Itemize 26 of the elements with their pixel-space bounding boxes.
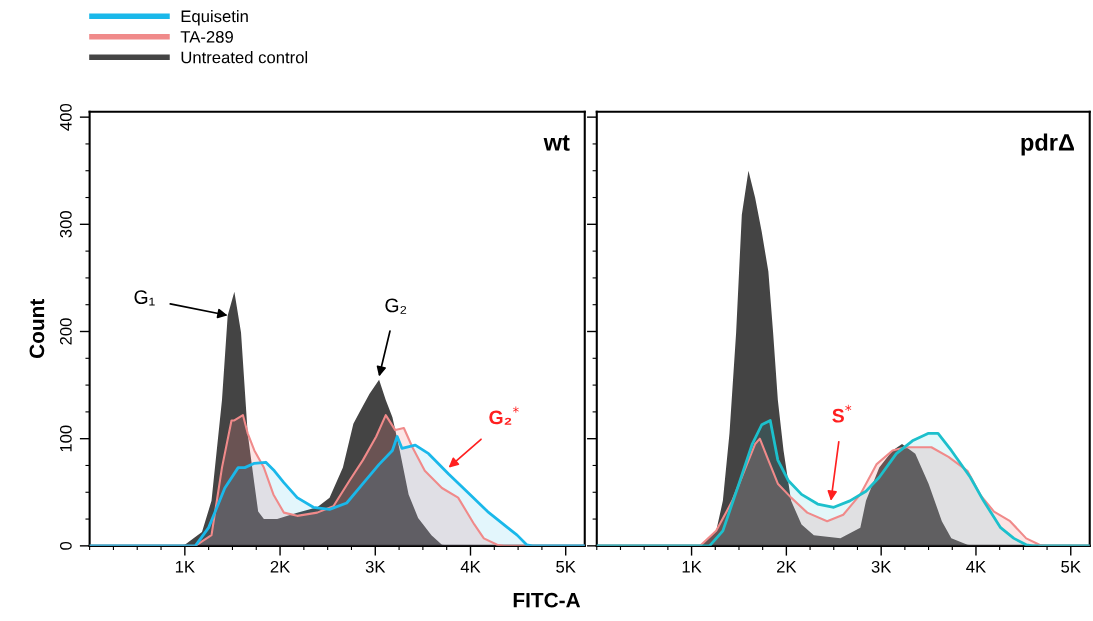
x-tick-label: 3K [871,560,892,573]
x-tick-label: 4K [966,561,986,573]
y-tick-label: 200 [59,318,72,345]
y-tick-label: 100 [59,425,72,452]
x-tick-label: 2K [270,560,291,573]
annotation: G₁ [134,290,155,306]
x-tick-label: 4K [460,561,481,573]
x-axis-title: FITC-A [513,592,581,608]
y-axis-title: Count [29,298,45,359]
x-tick-label: 5K [1061,561,1081,573]
text: pdrΔ [1021,133,1074,156]
x-tick-label: 1K [175,561,195,573]
x-tick-label: 2K [777,560,797,573]
x-tick-label: 3K [365,560,386,573]
text: wt [543,135,570,151]
y-tick-label: 300 [59,211,72,238]
x-tick-label: 5K [556,561,576,573]
annotation: S$^{*}$ [832,404,852,423]
legend-label: Untreated control [181,51,308,64]
x-tick-label: 1K [682,561,702,573]
annotation: G₂ [385,298,407,314]
y-tick-label: 0 [59,541,72,550]
legend-label: TA-289 [180,30,233,43]
annotation: G₂$^{*}$ [489,406,519,425]
legend-label: Equisetin [181,10,248,26]
y-tick-label: 400 [59,103,72,131]
